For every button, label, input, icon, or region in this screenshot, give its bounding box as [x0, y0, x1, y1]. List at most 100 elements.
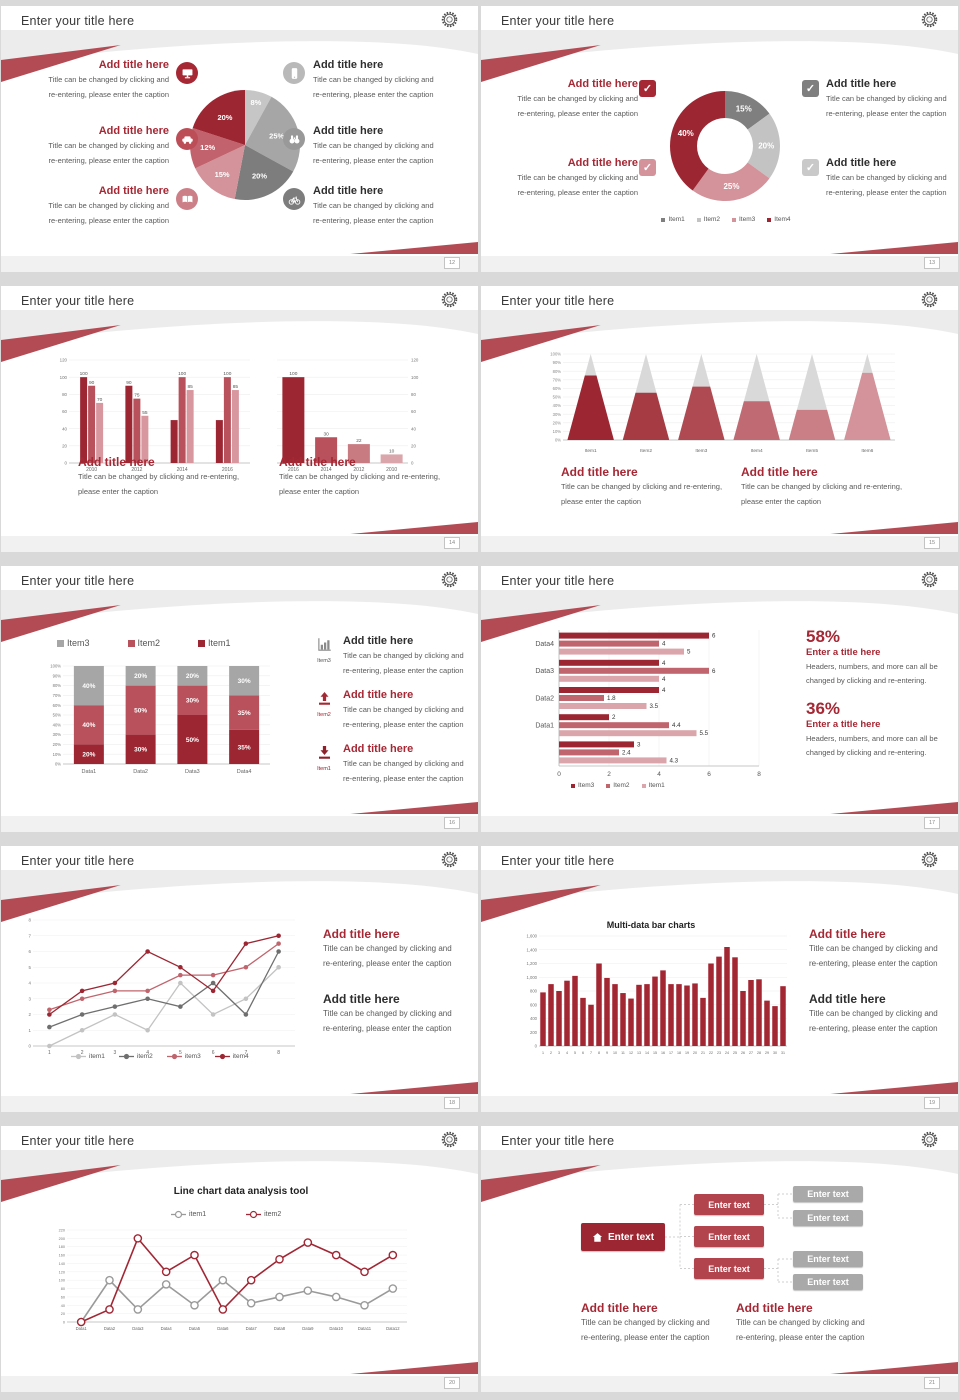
slide-decoration — [1, 1150, 478, 1392]
page-number: 20 — [444, 1377, 460, 1389]
school-badge-icon — [441, 571, 458, 588]
svg-text:2014: 2014 — [321, 467, 332, 473]
slide-14[interactable]: Enter your title here 0 20 40 60 80 100 120 201… — [0, 280, 480, 560]
page-number: 12 — [444, 257, 460, 269]
svg-text:120: 120 — [59, 1270, 65, 1274]
svg-text:50%: 50% — [134, 708, 147, 715]
bar-chart-icon: Item3 — [307, 637, 341, 664]
callout: Add title here Title can be changed by c… — [581, 1301, 710, 1343]
diagram-connectors — [665, 1193, 793, 1283]
svg-text:2010: 2010 — [86, 467, 97, 473]
svg-text:1,400: 1,400 — [527, 947, 538, 952]
svg-text:20: 20 — [411, 443, 416, 448]
svg-text:Item1: Item1 — [585, 448, 597, 454]
svg-text:40%: 40% — [82, 683, 95, 690]
svg-text:30: 30 — [323, 431, 329, 437]
slide-15[interactable]: Enter your title here 0% 10% 20% 30% 40% 50% 6… — [480, 280, 960, 560]
slide-21[interactable]: Enter your title here Enter text Enter t… — [480, 1120, 960, 1400]
svg-text:30%: 30% — [238, 678, 251, 685]
cone-chart: 0% 10% 20% 30% 40% 50% 60% 70% 80% 90% 100% Item1 It… — [550, 352, 895, 454]
slide-title: Enter your title here — [501, 854, 615, 868]
svg-text:40: 40 — [62, 426, 67, 431]
svg-text:80%: 80% — [53, 683, 62, 688]
svg-text:70: 70 — [97, 397, 103, 403]
slide-12[interactable]: Enter your title here 8% 25% 20% 15% 12% 20% … — [0, 0, 480, 280]
svg-text:30%: 30% — [186, 698, 199, 705]
svg-text:8: 8 — [598, 1051, 600, 1055]
slide-17[interactable]: Enter your title here 0 2 4 6 8 Data4 6 4 5 Data3… — [480, 560, 960, 840]
slide-16[interactable]: Enter your title here Item3 Item2 Item1 0%… — [0, 560, 480, 840]
svg-text:25%: 25% — [723, 182, 739, 191]
callout: Add title here Title can be changed by c… — [48, 125, 169, 165]
svg-text:0: 0 — [29, 1044, 32, 1049]
svg-text:100: 100 — [60, 375, 68, 380]
diagram-leaf-node: Enter text — [793, 1274, 863, 1290]
svg-text:10%: 10% — [553, 429, 562, 434]
callout: Add title here Title can be changed by c… — [741, 465, 903, 507]
svg-text:100%: 100% — [50, 664, 61, 669]
svg-text:80: 80 — [61, 1287, 65, 1291]
svg-text:180: 180 — [59, 1245, 65, 1249]
diagram-leaf-node: Enter text — [793, 1210, 863, 1226]
slide-decoration — [1, 590, 478, 832]
checkbox-icon — [802, 80, 819, 97]
svg-text:0%: 0% — [555, 438, 561, 443]
svg-text:0: 0 — [65, 461, 68, 466]
svg-text:2016: 2016 — [288, 467, 299, 473]
legend-item: item1 — [71, 1052, 105, 1061]
svg-text:4.4: 4.4 — [672, 722, 681, 729]
svg-text:40%: 40% — [53, 722, 62, 727]
svg-text:30%: 30% — [134, 747, 147, 754]
stat-percent: 58% — [806, 627, 841, 646]
chart-title: Multi-data bar charts — [606, 920, 696, 930]
callout: Add title here Title can be changed by c… — [48, 185, 169, 225]
download-icon: Item1 — [307, 745, 341, 772]
legend-item: item2 — [246, 1210, 281, 1219]
svg-text:0%: 0% — [55, 762, 61, 767]
diagram-node: Enter text — [694, 1226, 764, 1247]
school-badge-icon — [921, 11, 938, 28]
callout: Add title here Title can be changed by c… — [809, 927, 938, 969]
page-number: 17 — [924, 817, 940, 829]
svg-text:100: 100 — [223, 371, 231, 377]
slide-13[interactable]: Enter your title here 15% 20% 25% 40% Item1… — [480, 0, 960, 280]
school-badge-icon — [921, 1131, 938, 1148]
slide-decoration — [1, 30, 478, 272]
svg-text:21: 21 — [701, 1051, 705, 1055]
chart-legend: Item1 Item2 Item3 Item4 — [631, 216, 821, 223]
svg-text:6: 6 — [582, 1051, 584, 1055]
slide-20[interactable]: Enter your title here Line chart data an… — [0, 1120, 480, 1400]
slide-title: Enter your title here — [21, 1134, 135, 1148]
slide-19[interactable]: Enter your title here Multi-data bar cha… — [480, 840, 960, 1120]
svg-text:0: 0 — [535, 1044, 538, 1049]
svg-text:20%: 20% — [252, 171, 267, 180]
svg-text:3: 3 — [113, 1050, 116, 1056]
school-badge-icon — [921, 291, 938, 308]
svg-text:Data3: Data3 — [132, 1326, 144, 1331]
checkbox-icon — [802, 159, 819, 176]
slide-decoration — [1, 310, 478, 552]
slide-title: Enter your title here — [501, 1134, 615, 1148]
svg-text:40: 40 — [61, 1304, 65, 1308]
svg-text:5.5: 5.5 — [700, 730, 709, 737]
svg-text:0: 0 — [411, 461, 414, 466]
book-icon — [176, 188, 198, 210]
bar-chart: 0 20 40 60 80 100 120 2016 2014 2012 2010 100 30 22 10 — [277, 358, 419, 473]
svg-text:4: 4 — [662, 676, 666, 683]
legend-item: Item1 — [661, 216, 685, 223]
callout: Add title here Title can be changed by c… — [736, 1301, 865, 1343]
line-chart: 0 20 40 60 80 100 120 140 160 180 200 220 Data1 Data2… — [59, 1229, 407, 1331]
svg-text:Data1: Data1 — [76, 1326, 88, 1331]
svg-text:2: 2 — [29, 1012, 32, 1017]
callout: Add title here Title can be changed by c… — [561, 465, 723, 507]
svg-text:28: 28 — [757, 1051, 761, 1055]
legend-item: Item2 — [127, 638, 160, 648]
svg-text:10: 10 — [613, 1051, 617, 1055]
page-number: 15 — [924, 537, 940, 549]
svg-text:6: 6 — [212, 1050, 215, 1056]
svg-text:100%: 100% — [550, 352, 561, 357]
svg-text:5: 5 — [687, 649, 691, 656]
svg-text:1,600: 1,600 — [527, 934, 538, 939]
